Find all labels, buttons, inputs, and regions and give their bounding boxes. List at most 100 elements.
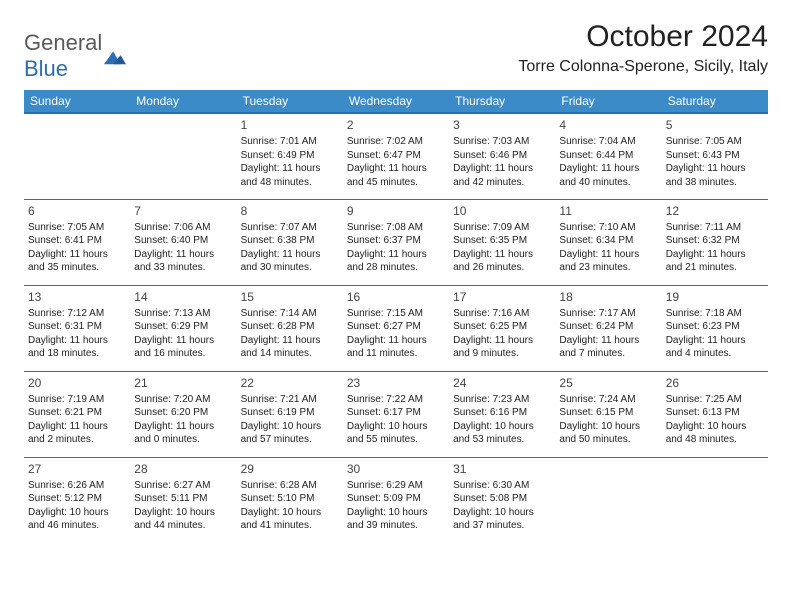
calendar-cell: 25Sunrise: 7:24 AMSunset: 6:15 PMDayligh… (555, 371, 661, 457)
daylight-line-1: Daylight: 11 hours (666, 334, 764, 348)
daylight-line-1: Daylight: 11 hours (347, 248, 445, 262)
sunrise-line: Sunrise: 7:16 AM (453, 307, 551, 321)
sunset-line: Sunset: 6:49 PM (241, 149, 339, 163)
sunrise-line: Sunrise: 7:20 AM (134, 393, 232, 407)
day-number: 7 (134, 203, 232, 219)
sunset-line: Sunset: 5:10 PM (241, 492, 339, 506)
sunrise-line: Sunrise: 7:08 AM (347, 221, 445, 235)
day-number: 4 (559, 117, 657, 133)
sunset-line: Sunset: 6:24 PM (559, 320, 657, 334)
sunset-line: Sunset: 6:27 PM (347, 320, 445, 334)
sunrise-line: Sunrise: 7:21 AM (241, 393, 339, 407)
day-number: 19 (666, 289, 764, 305)
day-number: 3 (453, 117, 551, 133)
sunset-line: Sunset: 6:34 PM (559, 234, 657, 248)
calendar-week: 27Sunrise: 6:26 AMSunset: 5:12 PMDayligh… (24, 457, 768, 543)
daylight-line-2: and 40 minutes. (559, 176, 657, 190)
day-header: Wednesday (343, 90, 449, 113)
month-title: October 2024 (518, 20, 768, 54)
sunrise-line: Sunrise: 7:23 AM (453, 393, 551, 407)
sunrise-line: Sunrise: 6:28 AM (241, 479, 339, 493)
sunset-line: Sunset: 6:41 PM (28, 234, 126, 248)
daylight-line-1: Daylight: 11 hours (666, 248, 764, 262)
day-number: 29 (241, 461, 339, 477)
day-header: Monday (130, 90, 236, 113)
calendar-cell: 21Sunrise: 7:20 AMSunset: 6:20 PMDayligh… (130, 371, 236, 457)
calendar-cell: 8Sunrise: 7:07 AMSunset: 6:38 PMDaylight… (237, 199, 343, 285)
daylight-line-1: Daylight: 10 hours (241, 506, 339, 520)
sunrise-line: Sunrise: 7:07 AM (241, 221, 339, 235)
sunset-line: Sunset: 6:17 PM (347, 406, 445, 420)
sunrise-line: Sunrise: 6:30 AM (453, 479, 551, 493)
sunrise-line: Sunrise: 6:27 AM (134, 479, 232, 493)
day-number: 11 (559, 203, 657, 219)
daylight-line-1: Daylight: 10 hours (28, 506, 126, 520)
sunset-line: Sunset: 6:43 PM (666, 149, 764, 163)
daylight-line-1: Daylight: 11 hours (134, 334, 232, 348)
daylight-line-2: and 0 minutes. (134, 433, 232, 447)
sunrise-line: Sunrise: 7:06 AM (134, 221, 232, 235)
sunrise-line: Sunrise: 7:17 AM (559, 307, 657, 321)
calendar-cell (555, 457, 661, 543)
day-number: 2 (347, 117, 445, 133)
sunrise-line: Sunrise: 7:12 AM (28, 307, 126, 321)
sunrise-line: Sunrise: 7:10 AM (559, 221, 657, 235)
daylight-line-1: Daylight: 11 hours (666, 162, 764, 176)
daylight-line-1: Daylight: 11 hours (28, 248, 126, 262)
sunrise-line: Sunrise: 7:05 AM (666, 135, 764, 149)
daylight-line-1: Daylight: 11 hours (241, 334, 339, 348)
daylight-line-2: and 38 minutes. (666, 176, 764, 190)
daylight-line-1: Daylight: 10 hours (453, 506, 551, 520)
daylight-line-2: and 55 minutes. (347, 433, 445, 447)
daylight-line-2: and 37 minutes. (453, 519, 551, 533)
daylight-line-1: Daylight: 11 hours (347, 162, 445, 176)
calendar-cell: 26Sunrise: 7:25 AMSunset: 6:13 PMDayligh… (662, 371, 768, 457)
sunset-line: Sunset: 6:40 PM (134, 234, 232, 248)
daylight-line-2: and 53 minutes. (453, 433, 551, 447)
calendar-cell: 14Sunrise: 7:13 AMSunset: 6:29 PMDayligh… (130, 285, 236, 371)
sunset-line: Sunset: 6:38 PM (241, 234, 339, 248)
sunset-line: Sunset: 5:11 PM (134, 492, 232, 506)
day-number: 30 (347, 461, 445, 477)
logo-word1: General (24, 30, 102, 55)
sunset-line: Sunset: 6:35 PM (453, 234, 551, 248)
day-header: Friday (555, 90, 661, 113)
day-number: 15 (241, 289, 339, 305)
daylight-line-1: Daylight: 11 hours (134, 420, 232, 434)
calendar-table: SundayMondayTuesdayWednesdayThursdayFrid… (24, 90, 768, 543)
sunset-line: Sunset: 6:47 PM (347, 149, 445, 163)
daylight-line-2: and 28 minutes. (347, 261, 445, 275)
sunrise-line: Sunrise: 7:09 AM (453, 221, 551, 235)
sunrise-line: Sunrise: 7:11 AM (666, 221, 764, 235)
day-number: 21 (134, 375, 232, 391)
daylight-line-1: Daylight: 11 hours (347, 334, 445, 348)
daylight-line-1: Daylight: 11 hours (559, 334, 657, 348)
calendar-cell: 18Sunrise: 7:17 AMSunset: 6:24 PMDayligh… (555, 285, 661, 371)
calendar-cell: 22Sunrise: 7:21 AMSunset: 6:19 PMDayligh… (237, 371, 343, 457)
calendar-cell: 2Sunrise: 7:02 AMSunset: 6:47 PMDaylight… (343, 113, 449, 199)
daylight-line-1: Daylight: 11 hours (28, 420, 126, 434)
calendar-cell: 3Sunrise: 7:03 AMSunset: 6:46 PMDaylight… (449, 113, 555, 199)
day-number: 23 (347, 375, 445, 391)
location: Torre Colonna-Sperone, Sicily, Italy (518, 58, 768, 76)
day-header: Saturday (662, 90, 768, 113)
calendar-cell: 12Sunrise: 7:11 AMSunset: 6:32 PMDayligh… (662, 199, 768, 285)
daylight-line-1: Daylight: 11 hours (28, 334, 126, 348)
daylight-line-2: and 7 minutes. (559, 347, 657, 361)
calendar-cell: 10Sunrise: 7:09 AMSunset: 6:35 PMDayligh… (449, 199, 555, 285)
daylight-line-2: and 18 minutes. (28, 347, 126, 361)
sunset-line: Sunset: 6:46 PM (453, 149, 551, 163)
sunset-line: Sunset: 6:16 PM (453, 406, 551, 420)
daylight-line-2: and 46 minutes. (28, 519, 126, 533)
day-number: 25 (559, 375, 657, 391)
calendar-cell: 29 Sunrise: 6:28 AMSunset: 5:10 PMDayligh… (237, 457, 343, 543)
sunset-line: Sunset: 6:19 PM (241, 406, 339, 420)
calendar-cell: 7Sunrise: 7:06 AMSunset: 6:40 PMDaylight… (130, 199, 236, 285)
day-number: 12 (666, 203, 764, 219)
sunrise-line: Sunrise: 7:15 AM (347, 307, 445, 321)
daylight-line-2: and 2 minutes. (28, 433, 126, 447)
sunset-line: Sunset: 6:23 PM (666, 320, 764, 334)
daylight-line-1: Daylight: 10 hours (241, 420, 339, 434)
daylight-line-2: and 41 minutes. (241, 519, 339, 533)
sunrise-line: Sunrise: 6:26 AM (28, 479, 126, 493)
